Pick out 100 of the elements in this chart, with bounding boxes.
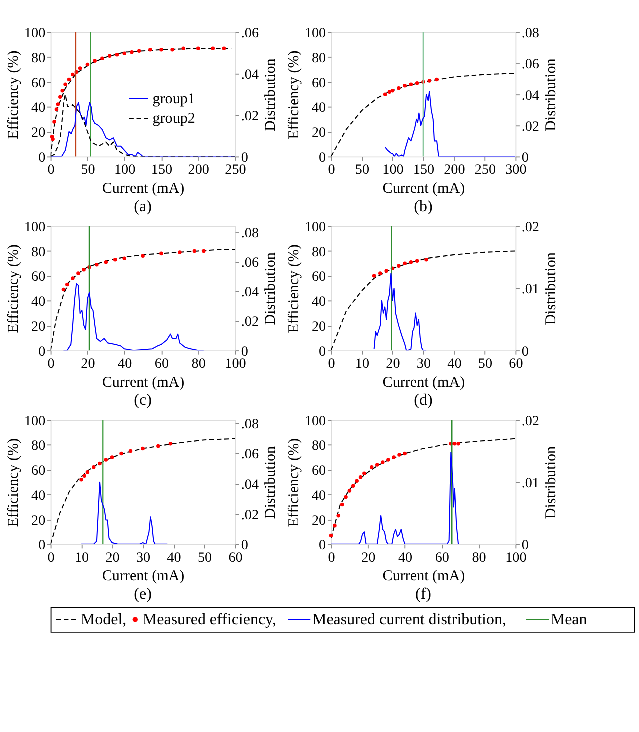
point	[409, 260, 414, 264]
point	[352, 484, 356, 488]
point	[182, 46, 186, 51]
point	[110, 456, 114, 460]
y-tick-label: 60	[312, 75, 326, 92]
point	[122, 256, 126, 261]
point	[82, 474, 87, 478]
y-tick-label: 100	[24, 220, 46, 236]
y2-tick-label: .04	[241, 284, 260, 301]
y-tick-label: 100	[304, 26, 326, 42]
text: (f)	[416, 586, 432, 604]
y2-tick-label: .06	[241, 446, 260, 463]
x-tick-label: 60	[509, 356, 524, 372]
point	[86, 62, 90, 67]
y-tick-label: 40	[32, 100, 46, 116]
x-axis-title: Current (mA)	[102, 374, 185, 391]
point	[92, 466, 96, 470]
y2-axis-title: Distribution	[263, 446, 280, 520]
y-tick-label: 100	[304, 220, 326, 236]
y-axis-title: Efficiency (%)	[6, 438, 22, 528]
point	[340, 502, 344, 507]
point	[86, 470, 90, 474]
y2-axis-title: Distribution	[263, 252, 280, 326]
point	[67, 78, 72, 82]
text: (e)	[134, 586, 152, 604]
point	[128, 449, 133, 454]
point	[452, 442, 457, 446]
point	[51, 137, 55, 142]
point	[333, 524, 337, 528]
x-tick-label: 150	[151, 162, 173, 178]
y2-tick-label: .02	[241, 507, 260, 524]
point	[424, 258, 428, 262]
y2-tick-label: .04	[241, 67, 260, 84]
line-series	[331, 250, 516, 351]
y2-tick-label: .06	[241, 26, 260, 42]
point	[192, 249, 197, 254]
line-series	[374, 273, 428, 351]
y-tick-label: 20	[32, 318, 46, 335]
y-tick-label: 60	[312, 463, 326, 480]
point	[78, 66, 82, 70]
point	[100, 56, 104, 60]
y-axis-title: Efficiency (%)	[286, 438, 302, 528]
point	[388, 90, 392, 94]
x-tick-label: 10	[74, 550, 90, 566]
y2-axis-title: Distribution	[263, 58, 280, 132]
point	[390, 89, 395, 93]
point	[141, 254, 145, 258]
x-tick-label: 200	[188, 162, 210, 178]
y-tick-label: 80	[32, 244, 46, 260]
point	[403, 452, 407, 456]
y2-tick-label: .08	[241, 416, 260, 432]
y2-tick-label: .02	[241, 314, 260, 330]
point	[130, 50, 134, 54]
x-tick-label: 40	[118, 356, 132, 372]
point	[56, 102, 60, 106]
y-tick-label: 100	[24, 26, 46, 42]
y-tick-label: 80	[312, 438, 326, 454]
x-tick-label: 20	[106, 550, 120, 566]
point	[76, 272, 80, 276]
x-tick-label: 30	[136, 550, 151, 566]
x-tick-label: 100	[114, 162, 136, 178]
point	[358, 475, 363, 480]
y2-tick-label: 0	[522, 344, 529, 360]
point	[52, 120, 56, 124]
point	[66, 282, 70, 287]
x-axis-title: Current (mA)	[382, 180, 466, 197]
text: (d)	[414, 392, 433, 410]
point	[403, 262, 407, 266]
y2-axis-title: Distribution	[543, 446, 560, 520]
point	[64, 82, 68, 87]
text: (c)	[134, 392, 152, 410]
y2-tick-label: .08	[241, 225, 260, 242]
point	[372, 274, 376, 278]
y-tick-label: 100	[304, 413, 326, 430]
point	[178, 250, 182, 254]
y-axis-title: Efficiency (%)	[6, 50, 22, 140]
y-tick-label: 40	[32, 294, 46, 310]
point	[378, 272, 382, 276]
point	[211, 46, 216, 51]
x-tick-label: 20	[386, 356, 400, 372]
point	[170, 48, 174, 52]
x-tick-label: 20	[81, 356, 96, 372]
text: (a)	[134, 198, 152, 216]
legend-label: Measured efficiency,	[142, 611, 277, 628]
y2-tick-label: .04	[241, 477, 260, 494]
y-tick-label: 0	[38, 150, 46, 166]
y-axis-title: Efficiency (%)	[286, 50, 302, 140]
y-tick-label: 0	[319, 538, 326, 554]
point	[435, 78, 439, 82]
x-axis-title: Current (mA)	[382, 374, 466, 391]
line-series	[331, 72, 516, 157]
y2-tick-label: .02	[522, 413, 540, 430]
y-tick-label: 60	[32, 75, 46, 92]
x-axis-title: Current (mA)	[382, 568, 466, 585]
y-tick-label: 80	[312, 50, 326, 67]
line-series	[63, 284, 204, 351]
point	[82, 268, 86, 272]
y2-tick-label: .02	[522, 118, 540, 135]
y-tick-label: 60	[312, 269, 326, 286]
point	[71, 276, 75, 280]
